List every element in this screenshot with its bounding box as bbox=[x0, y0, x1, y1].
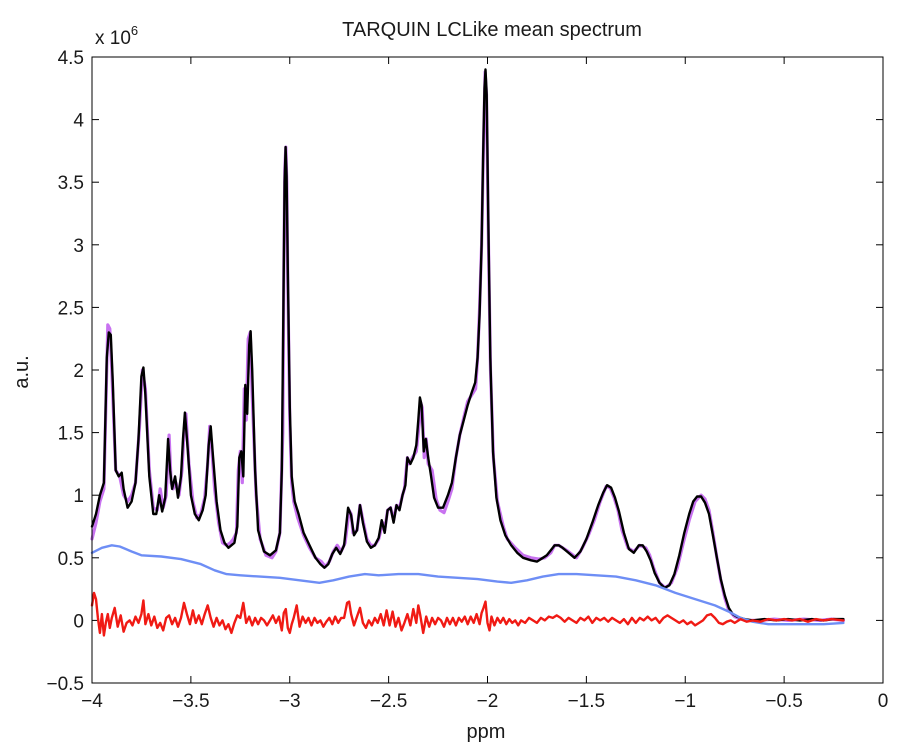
y-tick-label: 0 bbox=[73, 611, 84, 632]
y-exponent-power: 6 bbox=[131, 23, 138, 38]
y-tick-label: 2.5 bbox=[58, 298, 84, 319]
y-exponent-label: x 106 bbox=[95, 23, 138, 49]
series-line-1 bbox=[90, 70, 845, 622]
x-tick-label: 0 bbox=[878, 691, 889, 712]
axis-ticks: −4 −3.5 −3 −2.5 −2 −1.5 −1 −0.5 0 −0.5 0 0.5 1 1.5 2 2.… bbox=[46, 48, 888, 712]
x-tick-label: −0.5 bbox=[765, 691, 803, 712]
y-tick-label: 4.5 bbox=[58, 48, 84, 69]
x-tick-label: −3 bbox=[279, 691, 301, 712]
x-tick-label: −4 bbox=[81, 691, 103, 712]
series-line-2 bbox=[90, 68, 845, 622]
y-tick-label: 0.5 bbox=[58, 549, 84, 570]
x-axis-label: ppm bbox=[467, 721, 506, 743]
chart-title: TARQUIN LCLike mean spectrum bbox=[342, 19, 642, 41]
y-axis-label: a.u. bbox=[11, 355, 33, 388]
y-tick-label: 3 bbox=[73, 236, 84, 257]
y-tick-label: 1.5 bbox=[58, 424, 84, 445]
series-line-4 bbox=[90, 591, 845, 637]
y-tick-label: 2 bbox=[73, 361, 84, 382]
y-tick-label: 3.5 bbox=[58, 173, 84, 194]
y-tick-label: 1 bbox=[73, 486, 84, 507]
x-tick-label: −2 bbox=[477, 691, 499, 712]
y-exponent-base: x 10 bbox=[95, 28, 131, 49]
y-tick-label: −0.5 bbox=[46, 674, 84, 695]
x-tick-label: −3.5 bbox=[172, 691, 210, 712]
plot-frame bbox=[91, 56, 884, 684]
x-tick-label: −1 bbox=[674, 691, 696, 712]
series-line-3 bbox=[90, 544, 845, 626]
x-tick-label: −1.5 bbox=[568, 691, 606, 712]
y-tick-label: 4 bbox=[73, 111, 84, 132]
x-tick-label: −2.5 bbox=[370, 691, 408, 712]
plot-lines bbox=[90, 68, 845, 637]
